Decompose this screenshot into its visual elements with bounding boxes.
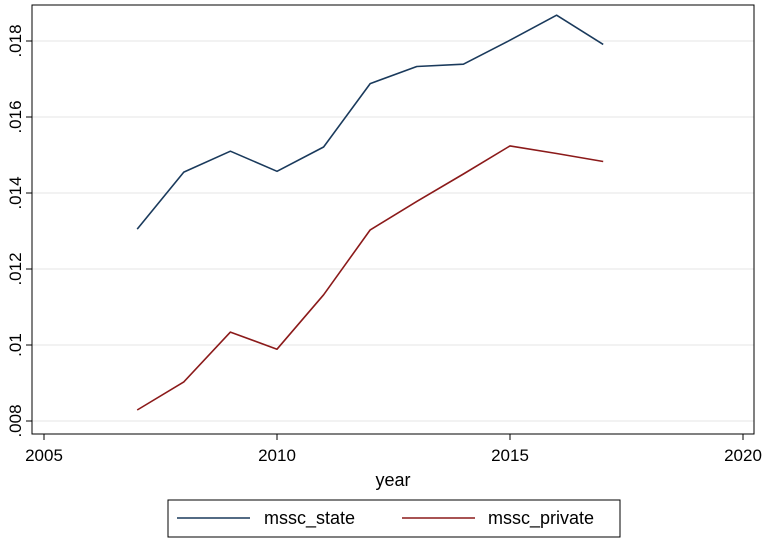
- y-tick-label-3: .014: [6, 176, 25, 209]
- legend-label-mssc_state: mssc_state: [264, 508, 355, 529]
- x-tick-label-1: 2010: [258, 446, 296, 465]
- y-tick-label-4: .016: [6, 100, 25, 133]
- x-axis: 2005 2010 2015 2020: [25, 434, 762, 465]
- series-lines: [136, 14, 604, 411]
- series-line-mssc_private: [136, 145, 604, 411]
- series-line-mssc_state: [136, 14, 604, 230]
- x-tick-label-3: 2020: [724, 446, 762, 465]
- x-tick-label-0: 2005: [25, 446, 63, 465]
- x-tick-label-2: 2015: [491, 446, 529, 465]
- y-tick-label-1: .01: [6, 333, 25, 357]
- grid-lines: [32, 40, 754, 422]
- y-tick-label-0: .008: [6, 404, 25, 437]
- y-tick-label-5: .018: [6, 24, 25, 57]
- legend-label-mssc_private: mssc_private: [488, 508, 594, 529]
- x-axis-title: year: [375, 470, 410, 490]
- y-tick-label-2: .012: [6, 252, 25, 285]
- y-axis: .008 .01 .012 .014 .016 .018: [6, 24, 32, 438]
- plot-frame: [31, 4, 755, 435]
- legend: mssc_state mssc_private: [167, 499, 621, 538]
